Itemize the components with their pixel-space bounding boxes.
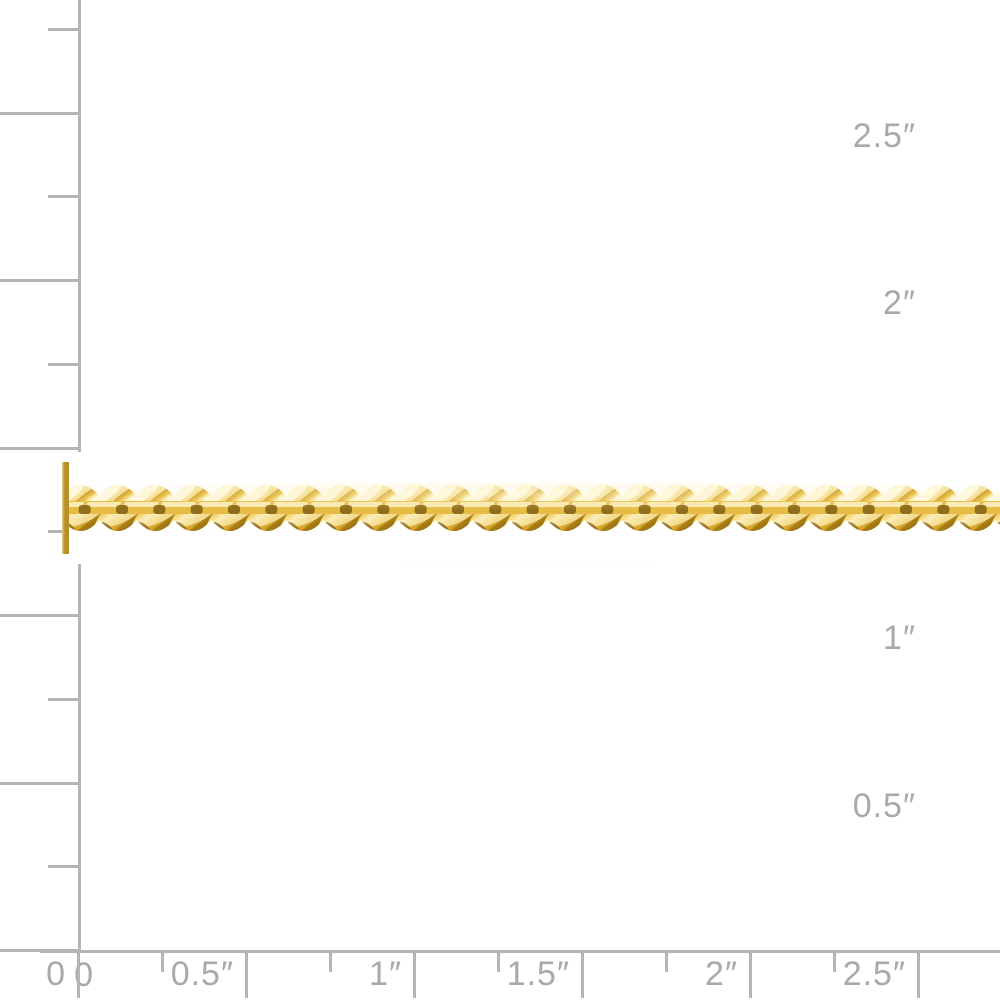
horizontal-tick-major bbox=[245, 950, 248, 998]
horizontal-tick-label: 1″ bbox=[369, 955, 402, 993]
horizontal-tick-minor bbox=[497, 950, 500, 972]
vertical-tick-minor bbox=[48, 697, 78, 701]
horizontal-ruler-axis bbox=[40, 950, 1000, 953]
horizontal-tick-minor bbox=[833, 950, 836, 972]
horizontal-tick-major bbox=[77, 950, 80, 998]
horizontal-tick-label: 1.5″ bbox=[506, 955, 570, 993]
vertical-tick-major bbox=[0, 614, 78, 617]
horizontal-tick-label: 0 bbox=[46, 955, 66, 993]
horizontal-tick-major bbox=[413, 950, 416, 998]
vertical-tick-major bbox=[0, 446, 78, 450]
horizontal-tick-label: 2.5″ bbox=[842, 955, 906, 993]
horizontal-tick-label: 0.5″ bbox=[170, 955, 234, 993]
vertical-tick-label: 2″ bbox=[883, 284, 916, 322]
horizontal-tick-major bbox=[917, 950, 920, 998]
vertical-tick-minor bbox=[48, 27, 78, 31]
vertical-tick-major bbox=[0, 781, 78, 785]
vertical-tick-major bbox=[0, 949, 78, 952]
horizontal-tick-minor bbox=[665, 950, 668, 972]
horizontal-tick-major bbox=[581, 950, 584, 998]
gold-rope-chain-image bbox=[62, 452, 1000, 564]
horizontal-tick-label: 2″ bbox=[705, 955, 738, 993]
horizontal-tick-major bbox=[749, 950, 752, 998]
vertical-tick-minor bbox=[48, 362, 78, 366]
vertical-tick-minor bbox=[48, 865, 78, 869]
vertical-tick-label: 2.5″ bbox=[852, 116, 916, 155]
vertical-tick-minor bbox=[48, 195, 78, 199]
vertical-tick-major bbox=[0, 111, 78, 115]
vertical-tick-label: 1″ bbox=[883, 619, 916, 657]
horizontal-tick-minor bbox=[329, 950, 332, 972]
vertical-tick-label: 0.5″ bbox=[852, 786, 916, 825]
chain-svg bbox=[62, 452, 1000, 564]
vertical-tick-major bbox=[0, 279, 78, 282]
horizontal-tick-minor bbox=[161, 950, 164, 972]
